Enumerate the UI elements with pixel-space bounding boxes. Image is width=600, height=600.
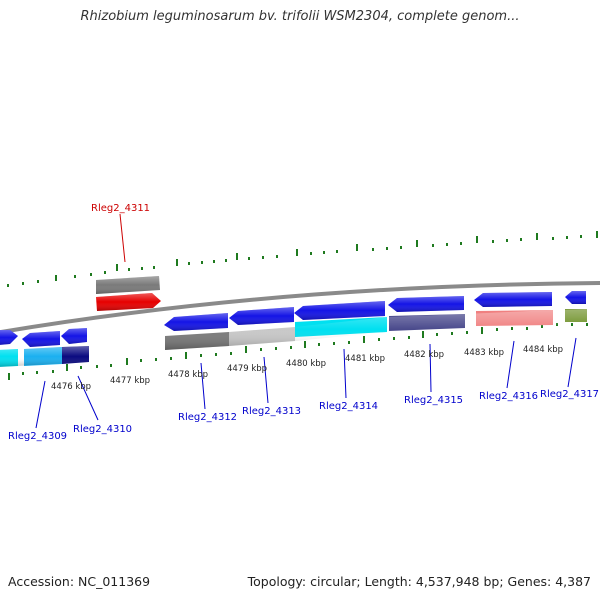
accession-label: Accession: NC_011369 (8, 574, 151, 589)
gene-labels: Rleg2_4311 Rleg2_4309 Rleg2_4310 Rleg2_4… (8, 203, 599, 442)
gene-rleg2-4313[interactable] (229, 307, 294, 325)
gene-left-edge[interactable] (0, 330, 18, 345)
scale-label: 4480 kbp (286, 359, 326, 369)
outer-tick-row (7, 231, 598, 287)
gene-rleg2-4310[interactable] (61, 328, 87, 344)
gene-rleg2-4316[interactable] (474, 292, 552, 307)
gene-rleg2-4311-top[interactable] (96, 276, 160, 294)
gene-label-rleg2-4313[interactable]: Rleg2_4313 (242, 406, 301, 417)
scale-label: 4478 kbp (168, 370, 208, 380)
scale-label: 4476 kbp (51, 382, 91, 392)
scale-labels: 4476 kbp 4477 kbp 4478 kbp 4479 kbp 4480… (51, 345, 563, 392)
genome-summary: Topology: circular; Length: 4,537,948 bp… (247, 574, 591, 589)
scale-label: 4477 kbp (110, 376, 150, 386)
scale-label: 4481 kbp (345, 354, 385, 364)
gene-rleg2-4317-top[interactable] (565, 291, 586, 304)
scale-label: 4479 kbp (227, 364, 267, 374)
gene-label-rleg2-4316[interactable]: Rleg2_4316 (479, 391, 538, 402)
gene-label-rleg2-4314[interactable]: Rleg2_4314 (319, 401, 378, 412)
gene-rleg2-4311[interactable] (96, 293, 161, 311)
leader-lines (35, 213, 577, 429)
gene-label-rleg2-4312[interactable]: Rleg2_4312 (178, 412, 237, 423)
gene-rleg2-4314[interactable] (294, 301, 385, 320)
gene-rleg2-4312[interactable] (164, 313, 228, 331)
reverse-strand-genes (0, 292, 552, 347)
scale-label: 4482 kbp (404, 350, 444, 360)
gene-rleg2-4315[interactable] (388, 296, 464, 312)
annotation-row (0, 309, 587, 367)
forward-strand-genes (96, 276, 586, 311)
genome-backbone (0, 281, 600, 335)
gene-rleg2-4309[interactable] (22, 331, 60, 347)
gene-label-rleg2-4315[interactable]: Rleg2_4315 (404, 395, 463, 406)
gene-label-rleg2-4309[interactable]: Rleg2_4309 (8, 431, 67, 442)
gene-label-rleg2-4311[interactable]: Rleg2_4311 (91, 203, 150, 214)
map-title: Rhizobium leguminosarum bv. trifolii WSM… (80, 9, 520, 24)
gene-label-rleg2-4317[interactable]: Rleg2_4317 (540, 389, 599, 400)
gene-label-rleg2-4310[interactable]: Rleg2_4310 (73, 424, 132, 435)
scale-label: 4483 kbp (464, 348, 504, 358)
scale-label: 4484 kbp (523, 345, 563, 355)
